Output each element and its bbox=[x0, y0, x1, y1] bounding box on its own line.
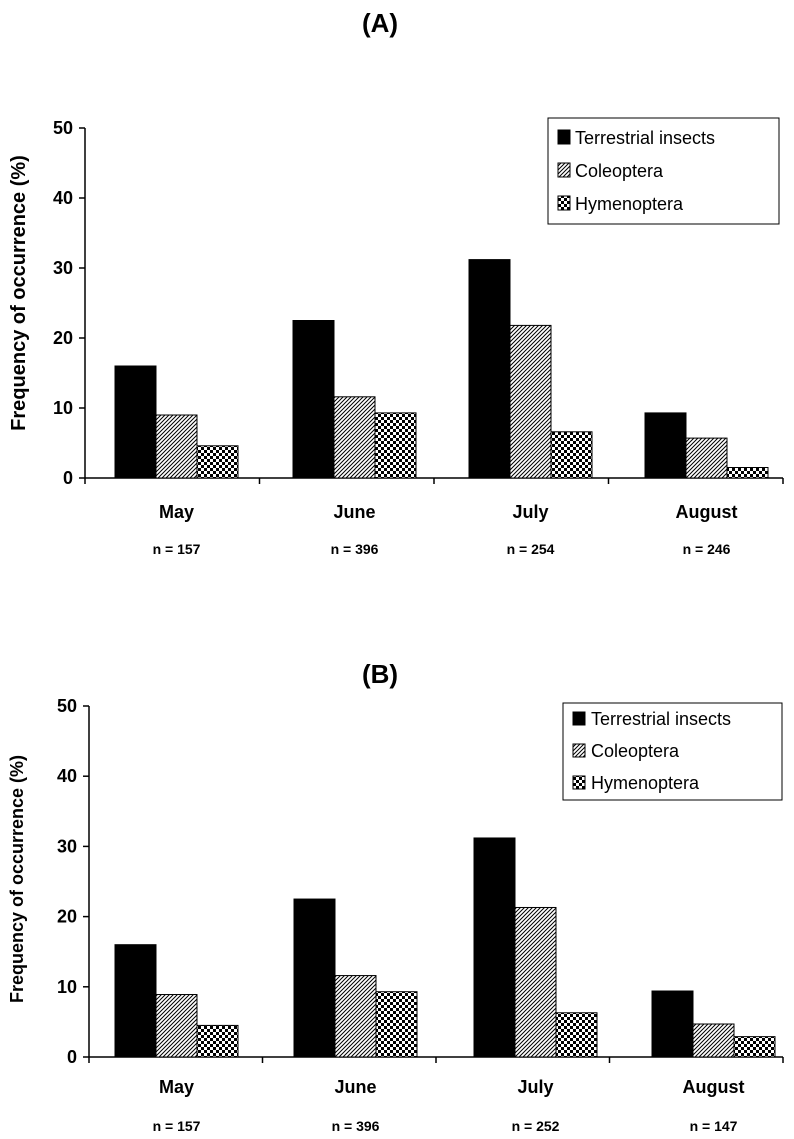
chart-a-bar-coleoptera-may bbox=[155, 414, 198, 479]
chart-a-y-tick-label: 40 bbox=[53, 188, 73, 208]
chart-a-marks: 0 10 20 30 40 50 May n = 157 June n = 396 July n = … bbox=[53, 118, 784, 557]
chart-a-category-label: July bbox=[512, 502, 548, 522]
chart-b: (B) Frequency of occurrence (%) 0 10 20 30 4… bbox=[7, 659, 784, 1134]
chart-b-legend: Terrestrial insects Coleoptera Hymenopte… bbox=[562, 702, 783, 801]
chart-b-bar-hymenoptera-july bbox=[555, 1012, 598, 1058]
chart-a-sample-size-label: n = 246 bbox=[683, 541, 731, 557]
chart-a-bar-hymenoptera-june bbox=[374, 412, 417, 479]
chart-b-y-tick-label: 30 bbox=[57, 836, 77, 856]
chart-b-legend-swatch-coleoptera bbox=[572, 743, 586, 758]
chart-a-sample-size-label: n = 396 bbox=[331, 541, 379, 557]
chart-a-bar-coleoptera-june bbox=[333, 396, 376, 479]
chart-b-legend-label-hymenoptera: Hymenoptera bbox=[591, 773, 700, 793]
chart-b-bar-hymenoptera-may bbox=[196, 1024, 239, 1058]
chart-a-y-axis-label: Frequency of occurrence (%) bbox=[8, 155, 30, 431]
chart-a-legend-swatch-hymenoptera bbox=[557, 195, 571, 211]
chart-a-bar-terrestrial-insects-june bbox=[292, 320, 335, 479]
chart-a-sample-size-label: n = 157 bbox=[153, 541, 201, 557]
chart-b-category-label: August bbox=[683, 1077, 745, 1097]
chart-a-category-label: August bbox=[676, 502, 738, 522]
chart-a-bar-hymenoptera-august bbox=[726, 467, 769, 479]
chart-a-legend-swatch-terrestrial-insects bbox=[557, 129, 571, 145]
chart-b-y-tick-label: 40 bbox=[57, 766, 77, 786]
chart-b-y-tick-label: 10 bbox=[57, 977, 77, 997]
chart-b-category-label: July bbox=[517, 1077, 553, 1097]
chart-a-bar-hymenoptera-may bbox=[196, 445, 239, 479]
chart-a-legend-label-hymenoptera: Hymenoptera bbox=[575, 194, 684, 214]
chart-a-legend-swatch-coleoptera bbox=[557, 162, 571, 178]
chart-b-bar-terrestrial-insects-june bbox=[293, 898, 336, 1058]
chart-b-bar-coleoptera-august bbox=[692, 1023, 735, 1058]
chart-a-category-label: May bbox=[159, 502, 194, 522]
chart-a-bar-coleoptera-july bbox=[509, 324, 552, 479]
chart-b-bar-terrestrial-insects-july bbox=[473, 837, 516, 1058]
chart-a-y-tick-label: 0 bbox=[63, 468, 73, 488]
chart-b-y-tick-label: 50 bbox=[57, 696, 77, 716]
chart-a-legend-label-coleoptera: Coleoptera bbox=[575, 161, 664, 181]
chart-b-bar-coleoptera-july bbox=[514, 906, 557, 1058]
chart-b-marks: 0 10 20 30 40 50 May n = 157 June n = 396 July n = … bbox=[57, 696, 784, 1134]
chart-b-legend-label-terrestrial-insects: Terrestrial insects bbox=[591, 709, 731, 729]
chart-a-y-tick-label: 30 bbox=[53, 258, 73, 278]
chart-a-bar-terrestrial-insects-august bbox=[644, 412, 687, 479]
chart-a-legend: Terrestrial insects Coleoptera Hymenopte… bbox=[547, 117, 780, 225]
chart-b-legend-frame bbox=[562, 702, 783, 801]
chart-b-legend-label-coleoptera: Coleoptera bbox=[591, 741, 680, 761]
chart-b-y-tick-label: 20 bbox=[57, 907, 77, 927]
chart-b-y-tick-label: 0 bbox=[67, 1047, 77, 1067]
chart-a-sample-size-label: n = 254 bbox=[507, 541, 555, 557]
chart-b-title: (B) bbox=[362, 659, 398, 689]
chart-b-bar-coleoptera-june bbox=[334, 975, 377, 1058]
chart-a-y-tick-label: 50 bbox=[53, 118, 73, 138]
chart-a-bar-hymenoptera-july bbox=[550, 431, 593, 479]
chart-a-y-tick-label: 10 bbox=[53, 398, 73, 418]
chart-b-y-axis-label: Frequency of occurrence (%) bbox=[7, 755, 27, 1003]
chart-a-bar-terrestrial-insects-may bbox=[114, 365, 157, 479]
chart-b-bar-terrestrial-insects-august bbox=[651, 990, 694, 1058]
chart-a-title: (A) bbox=[362, 8, 398, 38]
chart-b-category-label: June bbox=[334, 1077, 376, 1097]
chart-a-legend-label-terrestrial-insects: Terrestrial insects bbox=[575, 128, 715, 148]
chart-b-sample-size-label: n = 157 bbox=[153, 1118, 201, 1134]
chart-b-legend-swatch-hymenoptera bbox=[572, 775, 586, 790]
chart-a-bar-coleoptera-august bbox=[685, 437, 728, 479]
chart-b-bar-terrestrial-insects-may bbox=[114, 944, 157, 1058]
chart-b-sample-size-label: n = 252 bbox=[512, 1118, 560, 1134]
chart-a-y-tick-label: 20 bbox=[53, 328, 73, 348]
chart-b-bar-hymenoptera-june bbox=[375, 991, 418, 1058]
chart-b-legend-swatch-terrestrial-insects bbox=[572, 711, 586, 726]
chart-b-bar-hymenoptera-august bbox=[733, 1036, 776, 1058]
chart-a-category-label: June bbox=[333, 502, 375, 522]
chart-b-sample-size-label: n = 396 bbox=[332, 1118, 380, 1134]
chart-b-sample-size-label: n = 147 bbox=[690, 1118, 738, 1134]
chart-b-category-label: May bbox=[159, 1077, 194, 1097]
chart-a: (A) Frequency of occurrence (%) 0 10 20 30 4… bbox=[8, 8, 784, 557]
chart-a-legend-frame bbox=[547, 117, 780, 225]
chart-a-bar-terrestrial-insects-july bbox=[468, 259, 511, 479]
chart-b-bar-coleoptera-may bbox=[155, 994, 198, 1058]
